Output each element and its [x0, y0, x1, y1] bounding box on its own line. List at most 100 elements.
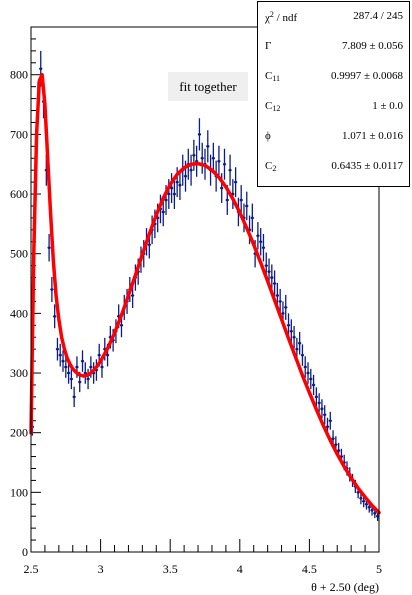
stats-row-c12: C12 1 ± 0.0 — [258, 92, 409, 122]
point-marker — [67, 371, 70, 375]
point-marker — [198, 132, 201, 136]
point-marker — [306, 371, 310, 375]
point-marker — [120, 323, 123, 327]
point-marker — [234, 180, 238, 184]
data-point — [211, 142, 215, 174]
data-point — [298, 331, 302, 355]
point-marker — [175, 180, 179, 184]
data-point — [217, 145, 221, 177]
point-marker — [86, 377, 90, 381]
x-tick-label: 3 — [98, 562, 104, 576]
data-point — [270, 264, 274, 291]
point-marker — [225, 198, 229, 202]
fit-curve — [29, 72, 381, 515]
plot-title-box: fit together — [168, 72, 248, 101]
point-marker — [264, 264, 268, 268]
point-marker — [72, 395, 76, 399]
data-point — [47, 234, 51, 262]
y-tick-label: 100 — [10, 485, 28, 499]
point-marker — [312, 383, 315, 387]
point-marker — [362, 499, 366, 503]
point-marker — [376, 514, 380, 518]
point-marker — [256, 234, 260, 238]
stats-label-chi2: χ2 / ndf — [265, 10, 298, 24]
data-point — [250, 203, 254, 233]
point-marker — [78, 380, 82, 384]
point-marker — [270, 276, 274, 279]
point-marker — [370, 508, 374, 512]
data-point — [66, 362, 71, 384]
data-point — [259, 228, 263, 256]
point-marker — [189, 168, 193, 172]
point-marker — [200, 156, 204, 160]
point-marker — [147, 243, 151, 247]
data-point — [256, 222, 260, 250]
data-point — [55, 337, 60, 361]
stats-label-gamma: Γ — [265, 40, 272, 52]
data-point — [83, 362, 87, 384]
data-point — [311, 374, 316, 396]
point-marker — [278, 300, 282, 303]
y-tick-label: 200 — [10, 426, 28, 440]
data-point — [72, 386, 76, 408]
stats-label-c12: C12 — [265, 100, 281, 113]
point-marker — [75, 365, 79, 369]
x-tick-label: 5 — [376, 562, 382, 576]
plot-title: fit together — [179, 79, 237, 94]
point-marker — [97, 353, 101, 357]
point-marker — [287, 323, 290, 327]
stats-value-c11: 0.9997 ± 0.0068 — [330, 70, 403, 82]
point-marker — [184, 174, 187, 178]
point-marker — [289, 329, 293, 333]
data-point — [69, 368, 73, 390]
point-marker — [167, 192, 171, 196]
point-marker — [56, 347, 59, 351]
point-marker — [314, 395, 318, 399]
x-axis-ticks: 2.5 3 3.5 4 4.5 5 — [24, 539, 382, 576]
point-marker — [298, 341, 302, 345]
data-point — [306, 362, 310, 384]
point-marker — [192, 153, 196, 157]
stats-row-gamma: Γ 7.809 ± 0.056 — [258, 32, 409, 62]
point-marker — [69, 377, 73, 381]
data-point — [206, 130, 210, 163]
data-points — [30, 50, 380, 521]
x-tick-label: 4 — [237, 562, 243, 576]
point-marker — [359, 496, 363, 500]
point-marker — [89, 365, 93, 369]
data-point — [309, 368, 313, 390]
data-point — [86, 368, 90, 390]
data-point — [197, 118, 202, 151]
point-marker — [373, 511, 377, 515]
point-marker — [223, 162, 226, 166]
stats-label-c11: C11 — [265, 70, 281, 83]
y-tick-label: 700 — [10, 127, 28, 141]
stats-label-phi: ϕ — [265, 130, 271, 142]
point-marker — [367, 505, 371, 509]
data-point — [195, 145, 199, 177]
point-marker — [292, 335, 296, 339]
point-marker — [275, 294, 279, 297]
data-point — [292, 325, 296, 349]
point-marker — [211, 156, 215, 160]
point-marker — [281, 311, 285, 315]
data-point — [172, 179, 176, 209]
point-marker — [267, 270, 271, 274]
point-marker — [301, 353, 304, 357]
y-tick-label: 300 — [10, 366, 28, 380]
point-marker — [331, 437, 335, 441]
y-tick-label: 400 — [10, 306, 28, 320]
data-point — [239, 185, 243, 215]
point-marker — [83, 371, 87, 375]
data-point — [284, 294, 288, 320]
data-point — [53, 304, 57, 329]
stats-value-c2: 0.6435 ± 0.0117 — [331, 160, 403, 172]
point-marker — [100, 365, 104, 369]
point-marker — [217, 159, 221, 163]
point-marker — [50, 288, 54, 291]
point-marker — [303, 365, 307, 369]
data-point — [273, 270, 277, 297]
point-marker — [47, 246, 51, 250]
data-point — [289, 319, 293, 344]
stats-value-phi: 1.071 ± 0.016 — [341, 130, 403, 142]
